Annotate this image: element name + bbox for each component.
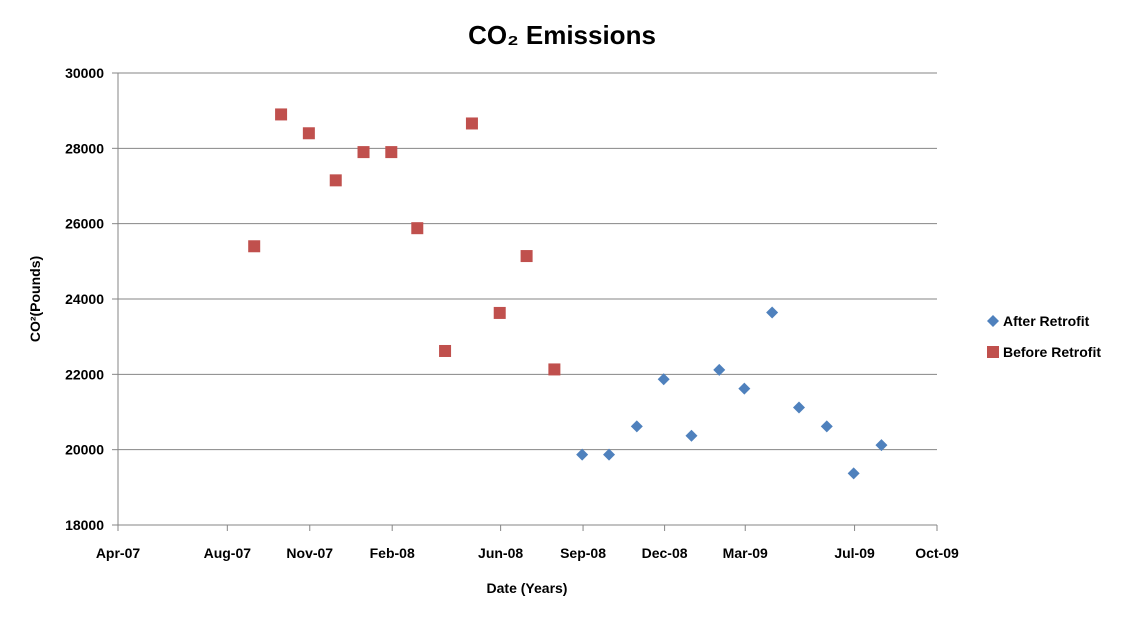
after-retrofit-point bbox=[603, 448, 616, 461]
data-points bbox=[248, 108, 888, 480]
x-tick-label: Mar-09 bbox=[723, 545, 768, 561]
after-retrofit-point bbox=[713, 363, 726, 376]
y-tick-label: 20000 bbox=[65, 442, 104, 458]
before-retrofit-point bbox=[493, 306, 506, 319]
after-retrofit-point bbox=[738, 382, 751, 395]
y-tick-label: 30000 bbox=[65, 65, 104, 81]
y-tick-labels: 18000 20000 22000 24000 26000 28000 30000 bbox=[65, 65, 118, 533]
legend: After Retrofit Before Retrofit bbox=[987, 313, 1101, 360]
before-retrofit-point bbox=[302, 127, 315, 140]
y-axis-label: CO²(Pounds) bbox=[27, 256, 43, 342]
x-tick-label: Sep-08 bbox=[560, 545, 606, 561]
x-tick-label: Oct-09 bbox=[915, 545, 959, 561]
x-tick-label: Nov-07 bbox=[286, 545, 333, 561]
x-axis-label: Date (Years) bbox=[487, 580, 568, 596]
before-retrofit-point bbox=[520, 250, 533, 263]
y-tick-label: 28000 bbox=[65, 140, 104, 156]
legend-marker-before-retrofit bbox=[987, 346, 999, 358]
after-retrofit-point bbox=[766, 306, 779, 319]
after-retrofit-point bbox=[875, 439, 888, 452]
y-tick-label: 26000 bbox=[65, 216, 104, 232]
x-tick-label: Dec-08 bbox=[642, 545, 688, 561]
after-retrofit-point bbox=[657, 373, 670, 386]
before-retrofit-point bbox=[439, 344, 452, 357]
x-tick-label: Jul-09 bbox=[834, 545, 875, 561]
chart-title: CO₂ Emissions bbox=[468, 20, 656, 50]
x-tick-label: Feb-08 bbox=[370, 545, 415, 561]
legend-label-before-retrofit: Before Retrofit bbox=[1003, 344, 1101, 360]
y-tick-label: 18000 bbox=[65, 517, 104, 533]
before-retrofit-point bbox=[357, 146, 370, 159]
y-tick-label: 24000 bbox=[65, 291, 104, 307]
y-tick-label: 22000 bbox=[65, 366, 104, 382]
before-retrofit-point bbox=[411, 222, 424, 235]
before-retrofit-point bbox=[329, 174, 342, 187]
after-retrofit-point bbox=[685, 429, 698, 442]
legend-item-after-retrofit: After Retrofit bbox=[987, 313, 1090, 329]
legend-label-after-retrofit: After Retrofit bbox=[1003, 313, 1090, 329]
x-tick-label: Apr-07 bbox=[96, 545, 141, 561]
after-retrofit-point bbox=[793, 401, 806, 414]
legend-marker-after-retrofit bbox=[987, 315, 999, 327]
before-retrofit-point bbox=[465, 117, 478, 130]
after-retrofit-point bbox=[576, 448, 589, 461]
before-retrofit-point bbox=[275, 108, 288, 121]
x-tick-label: Aug-07 bbox=[204, 545, 252, 561]
before-retrofit-point bbox=[548, 363, 561, 376]
x-tick-labels: Apr-07 Aug-07 Nov-07 Feb-08 Jun-08 Sep-08 Dec-… bbox=[96, 525, 959, 561]
x-tick-label: Jun-08 bbox=[478, 545, 523, 561]
before-retrofit-point bbox=[385, 146, 398, 159]
gridlines bbox=[118, 72, 937, 451]
legend-item-before-retrofit: Before Retrofit bbox=[987, 344, 1101, 360]
after-retrofit-point bbox=[847, 467, 860, 480]
before-retrofit-point bbox=[248, 240, 261, 253]
after-retrofit-point bbox=[820, 420, 833, 433]
after-retrofit-point bbox=[630, 420, 643, 433]
